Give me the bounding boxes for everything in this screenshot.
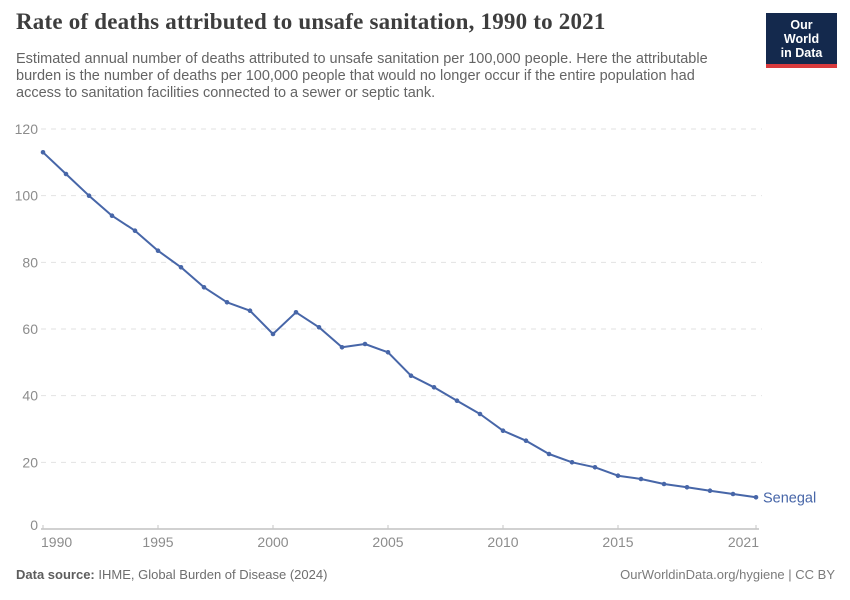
data-point-1995[interactable] [155, 248, 161, 253]
x-tick-label: 1995 [142, 534, 173, 550]
data-point-2013[interactable] [569, 460, 575, 465]
footer-datasource: Data source: IHME, Global Burden of Dise… [16, 567, 327, 582]
data-point-2001[interactable] [293, 310, 299, 315]
data-point-1994[interactable] [132, 228, 138, 233]
y-tick-label: 60 [22, 321, 38, 337]
y-tick-label: 120 [15, 121, 39, 137]
y-tick-label: 0 [30, 517, 38, 533]
data-point-2021[interactable] [753, 495, 759, 500]
data-point-2002[interactable] [316, 325, 322, 330]
y-tick-label: 100 [15, 188, 39, 204]
data-point-1993[interactable] [109, 213, 115, 218]
data-point-2000[interactable] [270, 331, 276, 337]
logo-line2: in Data [780, 46, 823, 60]
data-point-2008[interactable] [454, 398, 460, 404]
page-subtitle: Estimated annual number of deaths attrib… [16, 51, 708, 101]
data-point-2010[interactable] [500, 428, 506, 434]
data-point-1996[interactable] [178, 265, 184, 270]
data-point-1990[interactable] [40, 150, 46, 155]
data-point-1991[interactable] [63, 171, 69, 177]
data-point-1997[interactable] [201, 285, 207, 290]
data-point-2007[interactable] [431, 385, 437, 390]
data-point-2005[interactable] [385, 350, 391, 355]
datasource-label: Data source: [16, 567, 95, 582]
y-tick-label: 80 [22, 254, 38, 270]
series-line-senegal[interactable] [42, 151, 757, 499]
y-tick-label: 40 [22, 388, 38, 404]
x-tick-label: 2000 [257, 534, 288, 550]
x-tick-label: 2015 [602, 534, 633, 550]
page-title: Rate of deaths attributed to unsafe sani… [16, 9, 606, 34]
data-point-2018[interactable] [684, 485, 690, 490]
datasource-value: IHME, Global Burden of Disease (2024) [94, 567, 328, 582]
x-tick-label: 2005 [372, 534, 403, 550]
y-tick-label: 20 [22, 454, 38, 470]
data-point-2019[interactable] [707, 488, 713, 494]
data-point-2011[interactable] [523, 438, 529, 444]
data-point-2015[interactable] [615, 473, 621, 479]
data-point-2009[interactable] [477, 411, 483, 417]
line-chart[interactable]: 0 20 40 60 80 100 120 1990 1995 2000 2005 2010 2015 2… [0, 112, 850, 562]
data-point-2020[interactable] [730, 491, 736, 497]
footer-attribution: OurWorldinData.org/hygiene | CC BY [620, 567, 835, 582]
data-point-1999[interactable] [247, 308, 253, 313]
data-point-2006[interactable] [408, 373, 414, 379]
data-point-2016[interactable] [638, 476, 644, 482]
footer-link[interactable]: OurWorldinData.org/hygiene [620, 567, 785, 582]
x-tick-label: 2010 [487, 534, 518, 550]
series-label-senegal[interactable]: Senegal [763, 490, 816, 506]
data-point-2014[interactable] [592, 465, 598, 470]
x-tick-label: 1990 [41, 534, 72, 550]
data-point-2003[interactable] [339, 345, 345, 350]
data-point-2012[interactable] [546, 451, 552, 457]
data-point-2004[interactable] [362, 341, 368, 347]
footer-separator: | [784, 567, 796, 582]
data-point-2017[interactable] [661, 481, 667, 487]
x-tick-label: 2021 [728, 534, 759, 550]
logo-line1: Our World [783, 18, 820, 46]
data-point-1998[interactable] [224, 300, 230, 305]
data-point-1992[interactable] [86, 193, 92, 198]
owid-logo[interactable]: Our World in Data [766, 13, 837, 68]
footer-license: CC BY [795, 567, 835, 582]
